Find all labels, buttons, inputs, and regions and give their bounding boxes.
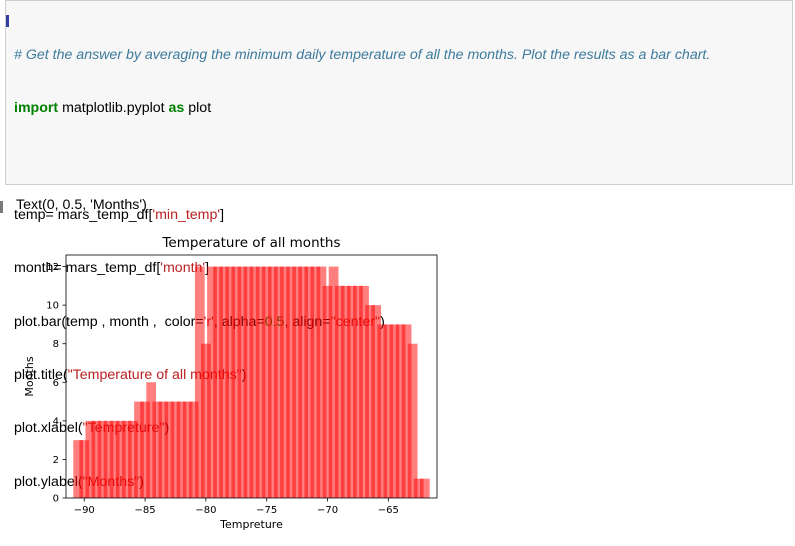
bar [219,266,229,498]
bar [213,266,223,498]
bar [152,401,163,498]
bar [274,266,284,498]
bar [322,285,333,498]
code-title-call: plot.title( [14,366,68,383]
bar [225,266,236,498]
bar [383,324,394,498]
import-alias: plot [184,99,212,116]
y-tick-label: 6 [53,378,59,389]
x-tick-label: −80 [195,505,216,516]
output-text: Text(0, 0.5, 'Months') [16,197,147,213]
bar [419,478,430,498]
bar [237,266,248,498]
bar [146,382,157,498]
y-axis-ticks: 0 2 4 6 8 10 12 [46,262,66,505]
bar [188,401,199,498]
bar [334,285,345,498]
bar [407,343,418,498]
bar [176,401,187,498]
x-tick-label: −70 [317,505,338,516]
bar [280,266,290,498]
bar [103,420,114,498]
bar [261,266,272,498]
cell-prompt-marker [6,15,9,27]
bar [91,420,102,498]
bar [255,266,266,498]
code-bracket: ] [220,206,225,223]
import-module: matplotlib.pyplot [58,99,169,116]
y-tick-label: 4 [53,416,59,427]
bar [97,420,108,498]
bar [292,266,302,498]
code-temp-assign: temp= mars_temp_df[ [14,206,153,223]
bar [231,266,242,498]
bar [413,478,424,498]
bar [182,401,193,498]
output-prompt-marker [0,201,3,213]
chart-title: Temperature of all months [161,235,340,251]
bar [73,440,84,498]
x-axis-ticks: −90 −85 −80 −75 −70 −65 [74,498,399,516]
bar [377,324,388,498]
bar [316,266,327,498]
bar [164,401,175,498]
bar [371,305,382,498]
bar [85,420,96,498]
x-tick-label: −75 [256,505,277,516]
code-ylabel-call: plot.ylabel( [14,473,83,490]
bar [310,266,321,498]
bar [194,266,205,498]
code-text: ) [380,313,385,330]
plot-frame [65,254,438,499]
y-tick-label: 2 [53,455,59,466]
code-month-assign: month= mars_temp_df[ [14,260,161,277]
bar [207,266,217,498]
bars-group [73,266,430,498]
bar [359,285,369,498]
x-tick-label: −90 [74,505,95,516]
code-xlabel-call: plot.xlabel( [14,420,83,437]
code-string: 'month' [160,260,206,277]
keyword-import: import [14,99,59,116]
y-tick-label: 12 [46,262,59,273]
bar [346,285,357,498]
bar [201,343,211,498]
y-tick-label: 0 [53,494,59,505]
bar [353,285,363,498]
code-bar-call: plot.bar(temp , month , color= [14,313,204,330]
bar [286,266,296,498]
bar [389,324,400,498]
bar [249,266,260,498]
bar [158,401,169,498]
code-cell[interactable]: # Get the answer by averaging the minimu… [5,0,793,490]
bar [115,420,126,498]
bar [109,420,120,498]
y-tick-label: 8 [53,339,59,350]
bar [140,401,150,498]
bar [128,420,138,498]
bar [134,401,144,498]
code-string: 'min_temp' [152,206,221,223]
code-comment: # Get the answer by averaging the minimu… [14,46,711,63]
x-tick-label: −85 [135,505,156,516]
bar [401,324,412,498]
bar [328,266,339,498]
bar [340,285,351,498]
keyword-as: as [168,99,185,116]
bar [298,266,309,498]
bar [79,440,90,498]
bar [121,420,132,498]
y-axis-label: Months [23,356,36,396]
bar [365,305,375,498]
bar [243,266,254,498]
x-tick-label: −65 [378,505,399,516]
x-axis-label: Tempreture [219,518,283,531]
bar [395,324,406,498]
y-tick-label: 10 [46,301,59,312]
bar [304,266,315,498]
bar [170,401,181,498]
bar [267,266,278,498]
bar-chart: −90 −85 −80 −75 −70 −65 0 2 4 6 8 10 12 Temperature… [23,235,438,531]
